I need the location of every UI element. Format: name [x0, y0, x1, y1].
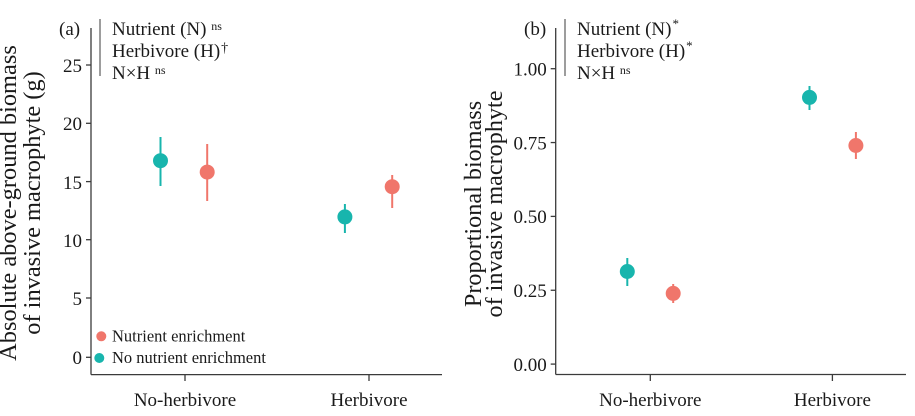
svg-text:10: 10	[63, 231, 82, 252]
svg-text:5: 5	[73, 289, 83, 310]
svg-text:(a): (a)	[59, 19, 80, 40]
svg-text:0.50: 0.50	[513, 207, 546, 228]
svg-text:Herbivore: Herbivore	[794, 390, 871, 411]
svg-text:of invasive macrophyte: of invasive macrophyte	[481, 90, 508, 317]
svg-text:No nutrient enrichment: No nutrient enrichment	[112, 348, 266, 367]
svg-text:No-herbivore: No-herbivore	[599, 390, 701, 411]
svg-text:0.00: 0.00	[513, 355, 546, 376]
svg-text:0.25: 0.25	[513, 281, 546, 302]
svg-text:1.00: 1.00	[513, 59, 546, 80]
svg-text:Nutrient (N) ns: Nutrient (N) ns	[112, 19, 222, 40]
svg-text:0.75: 0.75	[513, 133, 546, 154]
svg-text:Nutrient (N)*: Nutrient (N)*	[577, 16, 679, 40]
svg-text:25: 25	[63, 56, 82, 77]
svg-text:Herbivore (H)*: Herbivore (H)*	[577, 38, 693, 62]
svg-text:0: 0	[73, 348, 83, 369]
svg-text:Herbivore (H)†: Herbivore (H)†	[112, 41, 228, 62]
svg-text:20: 20	[63, 114, 82, 135]
svg-text:Nutrient enrichment: Nutrient enrichment	[112, 327, 246, 346]
svg-text:15: 15	[63, 173, 82, 194]
svg-text:Herbivore: Herbivore	[330, 390, 407, 411]
svg-text:No-herbivore: No-herbivore	[134, 390, 236, 411]
svg-text:of invasive macrophyte (g): of invasive macrophyte (g)	[19, 71, 46, 334]
svg-text:(b): (b)	[524, 19, 546, 40]
